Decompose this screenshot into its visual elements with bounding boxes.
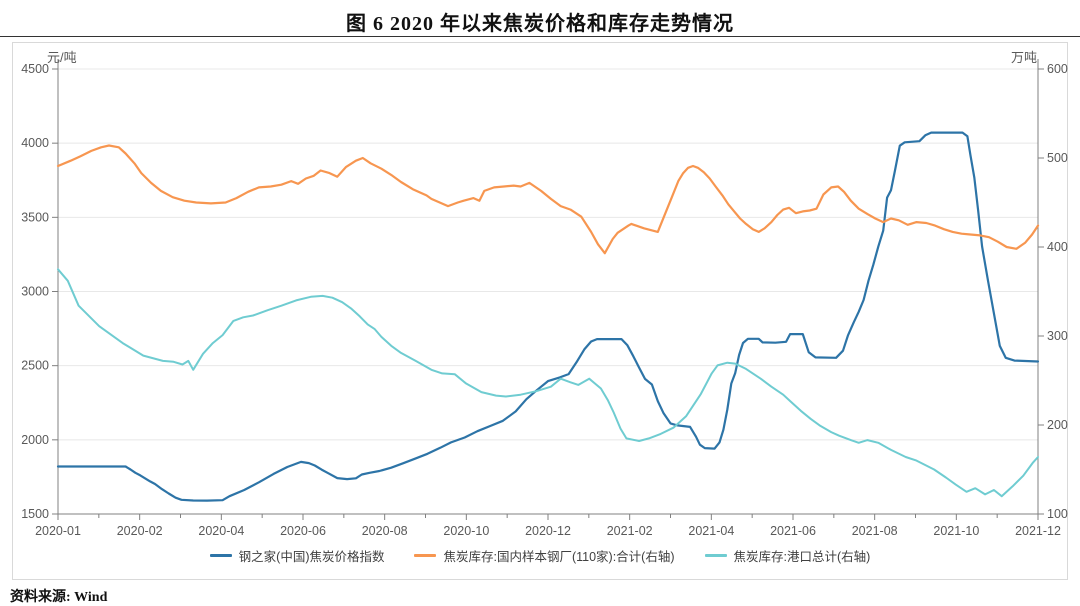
left-axis-label: 1500: [21, 507, 49, 521]
right-axis-label: 300: [1047, 329, 1068, 343]
title-divider: [0, 36, 1080, 37]
legend-item-price-index: 钢之家(中国)焦炭价格指数: [209, 546, 385, 565]
left-axis-unit: 元/吨: [47, 50, 77, 65]
chart-legend: 钢之家(中国)焦炭价格指数 焦炭库存:国内样本钢厂(110家):合计(右轴) 焦炭库…: [13, 546, 1067, 565]
right-axis-label: 500: [1047, 151, 1068, 165]
x-axis-label: 2020-06: [280, 524, 326, 538]
x-axis-label: 2020-04: [198, 524, 244, 538]
legend-item-mill-inventory: 焦炭库存:国内样本钢厂(110家):合计(右轴): [414, 546, 675, 565]
right-axis-label: 200: [1047, 418, 1068, 432]
legend-swatch-price-index: [209, 554, 232, 557]
port-inventory-line: [57, 268, 1039, 498]
legend-label: 焦炭库存:国内样本钢厂(110家):合计(右轴): [443, 550, 675, 564]
x-axis-label: 2021-06: [770, 524, 816, 538]
legend-swatch-mill-inventory: [414, 554, 437, 557]
legend-swatch-port-inventory: [704, 554, 727, 557]
left-axis-label: 4500: [21, 62, 49, 76]
line-chart-plot: 4500 4000 3500 3000 2500 2000 1500 600 500 400 300…: [21, 59, 1068, 538]
left-axis-label: 3500: [21, 210, 49, 224]
left-axis-label: 2000: [21, 433, 49, 447]
legend-label: 钢之家(中国)焦炭价格指数: [238, 550, 385, 564]
x-axis-label: 2020-10: [443, 524, 489, 538]
data-source: 资料来源: Wind: [10, 590, 108, 605]
mill-inventory-line: [56, 144, 1040, 255]
left-axis-label: 3000: [21, 285, 49, 299]
right-axis-label: 400: [1047, 240, 1068, 254]
x-axis-label: 2021-10: [933, 524, 979, 538]
left-axis-label: 2500: [21, 359, 49, 373]
price-index-line: [56, 131, 1040, 502]
x-axis-label: 2020-01: [35, 524, 81, 538]
x-axis-label: 2021-04: [688, 524, 734, 538]
figure-title: 图 6 2020 年以来焦炭价格和库存走势情况: [346, 13, 734, 35]
legend-item-port-inventory: 焦炭库存:港口总计(右轴): [704, 546, 871, 565]
x-axis-label: 2021-08: [852, 524, 898, 538]
chart-container: 元/吨 万吨 4500 4000 3500 3000 2500 2000 1500 600 50…: [12, 42, 1068, 580]
right-axis-label: 600: [1047, 62, 1068, 76]
x-axis-label: 2021-02: [607, 524, 653, 538]
right-axis-label: 100: [1047, 507, 1068, 521]
x-axis-label: 2020-12: [525, 524, 571, 538]
left-axis-label: 4000: [21, 136, 49, 150]
x-axis-label: 2020-08: [362, 524, 408, 538]
x-axis-label: 2021-12: [1015, 524, 1061, 538]
x-axis-label: 2020-02: [117, 524, 163, 538]
right-axis-unit: 万吨: [1010, 50, 1037, 65]
legend-label: 焦炭库存:港口总计(右轴): [733, 550, 871, 564]
